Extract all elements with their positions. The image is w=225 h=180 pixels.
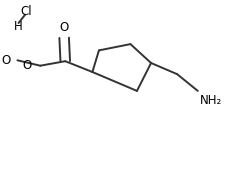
Text: O: O	[2, 54, 11, 67]
Text: Cl: Cl	[21, 5, 32, 18]
Text: O: O	[59, 21, 68, 34]
Text: O: O	[22, 59, 32, 72]
Text: H: H	[14, 20, 23, 33]
Text: NH₂: NH₂	[199, 94, 221, 107]
